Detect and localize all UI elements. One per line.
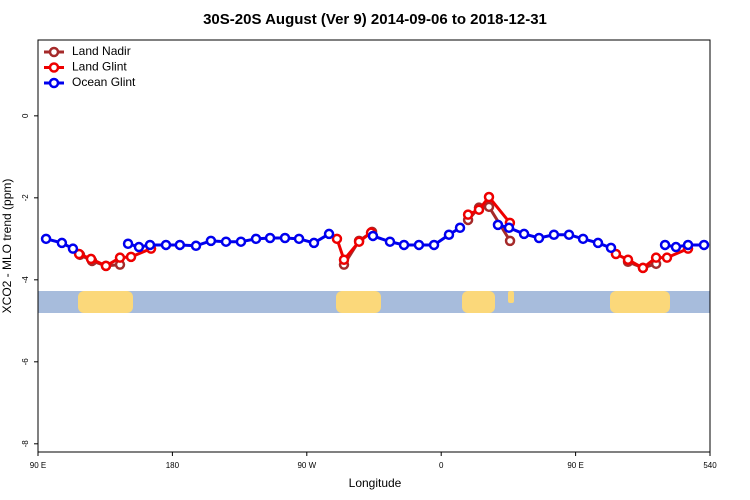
series-line	[335, 231, 372, 263]
legend-marker	[48, 46, 60, 58]
data-point	[592, 237, 604, 249]
data-point	[650, 252, 662, 263]
data-point	[492, 219, 504, 231]
data-point	[125, 251, 137, 263]
legend-label: Land Nadir	[72, 44, 131, 58]
data-point	[504, 235, 516, 247]
chart-title: 30S-20S August (Ver 9) 2014-09-06 to 201…	[203, 11, 547, 28]
data-point	[190, 240, 202, 252]
data-point	[331, 233, 343, 245]
legend-marker	[48, 77, 60, 89]
x-tick-label: 180	[166, 461, 180, 470]
data-point	[160, 239, 172, 251]
y-tick-label: -8	[21, 440, 30, 448]
data-point	[205, 235, 217, 247]
data-point	[637, 262, 649, 274]
legend-label: Land Glint	[72, 60, 127, 74]
land-blob	[78, 291, 133, 313]
x-tick-label: 90 W	[297, 461, 316, 470]
data-point	[605, 242, 617, 254]
series-line	[467, 194, 512, 224]
data-point	[413, 239, 425, 251]
data-point	[133, 241, 145, 253]
x-tick-label: 90 E	[30, 461, 46, 470]
data-point	[682, 239, 694, 251]
data-point	[67, 243, 79, 254]
x-axis-label: Longitude	[349, 476, 402, 490]
data-point	[548, 229, 560, 240]
data-point	[622, 254, 634, 265]
land-blob	[462, 291, 495, 313]
data-point	[483, 201, 495, 213]
data-point	[384, 236, 396, 247]
x-tick-label: 540	[703, 461, 717, 470]
series-line	[664, 243, 705, 249]
data-point	[264, 232, 276, 244]
plot-frame	[37, 39, 711, 453]
data-point	[670, 241, 682, 253]
data-point	[563, 229, 575, 240]
y-axis-label: XCO2 - MLO trend (ppm)	[0, 179, 14, 314]
y-tick-label: -6	[21, 358, 30, 366]
y-tick-label: -2	[21, 194, 30, 202]
data-point	[122, 238, 134, 249]
data-point	[518, 228, 530, 240]
data-point	[144, 239, 156, 251]
legend-marker	[48, 62, 60, 73]
data-point	[56, 237, 68, 249]
x-tick-label: 0	[439, 461, 444, 470]
data-point	[220, 236, 232, 247]
data-point	[443, 229, 455, 240]
land-mask	[38, 291, 710, 313]
data-point	[503, 222, 515, 234]
data-point	[698, 239, 710, 251]
data-point	[533, 232, 545, 244]
data-point	[308, 237, 320, 249]
data-point	[73, 248, 85, 260]
data-point	[279, 232, 291, 244]
data-point	[323, 228, 335, 240]
y-tick-label: 0	[21, 113, 30, 118]
data-point	[100, 260, 112, 272]
data-point	[353, 236, 365, 247]
data-point	[659, 239, 671, 251]
land-blob	[508, 291, 514, 303]
data-point	[454, 222, 466, 234]
data-point	[577, 233, 589, 245]
data-point	[174, 239, 186, 251]
y-tick-label: -4	[21, 276, 30, 284]
data-point	[661, 252, 673, 263]
data-point	[367, 230, 379, 242]
land-blob	[336, 291, 381, 313]
data-point	[473, 204, 485, 215]
data-point	[338, 254, 350, 265]
x-tick-label: 90 E	[567, 461, 583, 470]
data-point	[428, 239, 440, 251]
data-point	[398, 239, 410, 251]
land-blob	[610, 291, 670, 313]
data-point	[462, 209, 474, 220]
data-point	[114, 252, 126, 263]
data-point	[250, 233, 262, 245]
data-point	[40, 233, 52, 245]
data-point	[293, 233, 305, 245]
data-point	[85, 253, 97, 265]
data-point	[235, 236, 247, 247]
legend-label: Ocean Glint	[72, 75, 136, 89]
data-point	[483, 191, 495, 203]
